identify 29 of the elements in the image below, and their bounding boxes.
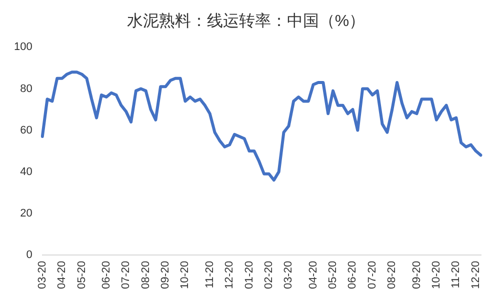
x-tick-label: 12-20: [470, 260, 482, 290]
x-tick-label: 05-20: [76, 260, 88, 290]
x-tick-label: 05-20: [327, 260, 340, 290]
x-tick-label: 01-20: [243, 260, 256, 290]
x-tick-label: 11-20: [204, 260, 216, 288]
y-tick-label: 40: [20, 166, 32, 178]
y-tick-label: 100: [14, 41, 32, 54]
x-tick-label: 03-20: [36, 260, 48, 290]
x-tick-label: 03-20: [282, 260, 295, 290]
y-tick-label: 20: [20, 207, 32, 220]
x-tick-label: 04-20: [56, 260, 68, 290]
x-tick-label: 10-20: [430, 260, 442, 290]
y-tick-label: 0: [26, 248, 32, 261]
chart-title: 水泥熟料：线运转率：中国（%）: [126, 12, 366, 30]
x-tick-label: 07-20: [120, 260, 132, 290]
x-tick-label: 09-20: [160, 260, 172, 290]
x-tick-label: 06-20: [100, 260, 112, 290]
x-tick-label: 04-20: [307, 260, 320, 290]
y-tick-label: 80: [20, 82, 32, 95]
x-tick-label: 08-20: [140, 260, 152, 290]
x-tick-label: 09-20: [410, 260, 423, 290]
x-tick-label: 08-20: [386, 260, 398, 290]
x-tick-label: 11-20: [450, 260, 462, 288]
x-tick-label: 10-20: [179, 260, 192, 290]
x-tick-label: 12-20: [224, 260, 236, 290]
x-tick-label: 02-20: [262, 260, 275, 290]
x-tick-label: 07-20: [366, 260, 378, 290]
x-tick-label: 06-20: [346, 260, 359, 290]
y-tick-label: 60: [20, 124, 32, 136]
